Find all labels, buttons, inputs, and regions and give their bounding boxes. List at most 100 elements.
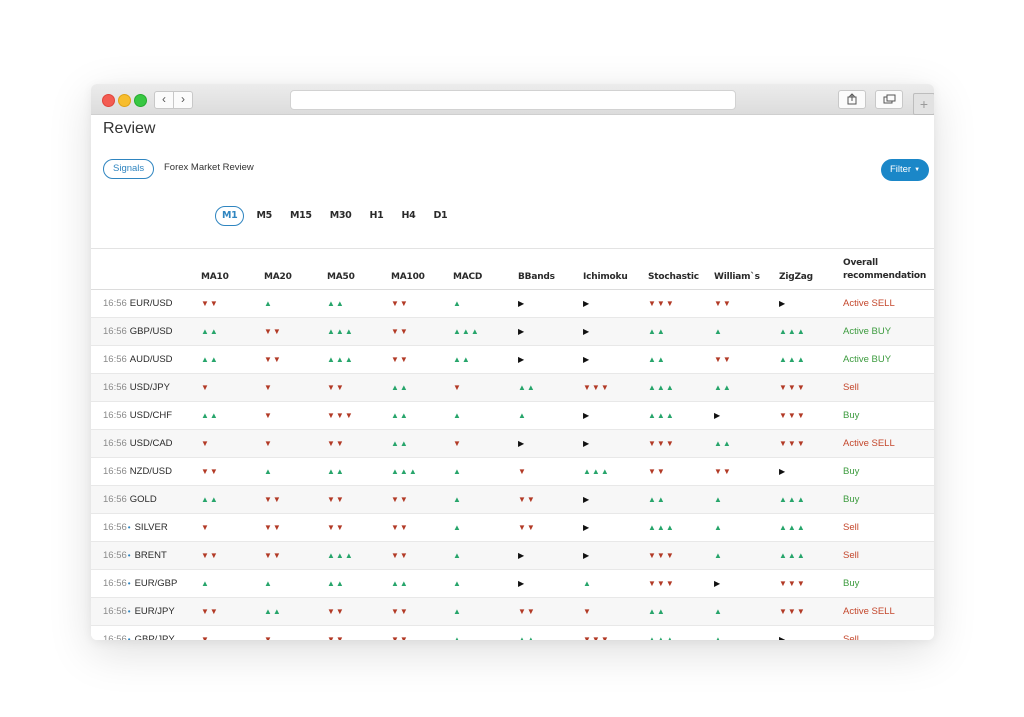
row-time: 16:56 — [103, 606, 127, 617]
instrument-name[interactable]: GBP/JPY — [134, 634, 175, 640]
signal-up-3-icon: ▲▲▲ — [327, 355, 354, 364]
live-dot-icon: • — [127, 579, 131, 588]
signal-neutral-1-icon: ▶ — [518, 551, 526, 560]
column-header-william-s[interactable]: William`s — [714, 272, 760, 282]
signal-neutral-1-icon: ▶ — [583, 355, 591, 364]
column-header-ma20[interactable]: MA20 — [264, 272, 292, 282]
live-dot-icon: • — [127, 607, 131, 616]
signal-neutral-1-icon: ▶ — [518, 355, 526, 364]
row-time: 16:56 — [103, 326, 127, 337]
page-title: Review — [103, 120, 156, 137]
table-row[interactable]: 16:56 GOLD ▲▲ ▼▼ ▼▼ ▼▼ ▲ ▼▼ ▶ ▲▲ ▲ ▲▲▲ Buy — [91, 486, 934, 514]
table-row[interactable]: 16:56 AUD/USD ▲▲ ▼▼ ▲▲▲ ▼▼ ▲▲ ▶ ▶ ▲▲ ▼▼ ▲▲▲ Active B… — [91, 346, 934, 374]
column-header-ma100[interactable]: MA100 — [391, 272, 425, 282]
instrument-cell: 16:56 USD/CAD — [103, 430, 173, 457]
signal-down-2-icon: ▼▼ — [327, 635, 345, 640]
signal-up-1-icon: ▲ — [583, 579, 592, 588]
table-row[interactable]: 16:56• BRENT ▼▼ ▼▼ ▲▲▲ ▼▼ ▲ ▶ ▶ ▼▼▼ ▲ ▲▲▲ Sell — [91, 542, 934, 570]
address-bar[interactable] — [290, 90, 736, 110]
share-icon[interactable] — [838, 90, 866, 109]
caret-down-icon: ▼ — [914, 167, 921, 173]
table-row[interactable]: 16:56 NZD/USD ▼▼ ▲ ▲▲ ▲▲▲ ▲ ▼ ▲▲▲ ▼▼ ▼▼ ▶ Buy — [91, 458, 934, 486]
column-header-macd[interactable]: MACD — [453, 272, 483, 282]
overall-header-line: recommendation — [843, 271, 927, 281]
overall-recommendation: Buy — [843, 494, 860, 505]
row-time: 16:56 — [103, 494, 127, 505]
signal-up-2-icon: ▲▲ — [201, 411, 219, 420]
instrument-name[interactable]: SILVER — [134, 522, 168, 533]
instrument-cell: 16:56 USD/JPY — [103, 374, 170, 401]
back-icon[interactable]: ‹ — [154, 91, 174, 109]
column-header-ma50[interactable]: MA50 — [327, 272, 355, 282]
minimize-window-button[interactable] — [118, 94, 131, 107]
timeframe-selector: M1 M5 M15 M30 H1 H4 D1 — [215, 205, 459, 227]
table-row[interactable]: 16:56• EUR/GBP ▲ ▲ ▲▲ ▲▲ ▲ ▶ ▲ ▼▼▼ ▶ ▼▼▼ Buy — [91, 570, 934, 598]
signal-down-2-icon: ▼▼ — [327, 439, 345, 448]
signal-down-2-icon: ▼▼ — [264, 523, 282, 532]
table-row[interactable]: 16:56• EUR/JPY ▼▼ ▲▲ ▼▼ ▼▼ ▲ ▼▼ ▼ ▲▲ ▲ ▼▼▼ Active SE… — [91, 598, 934, 626]
timeframe-h4[interactable]: H4 — [401, 210, 416, 221]
tabs-icon[interactable] — [875, 90, 903, 109]
signal-neutral-1-icon: ▶ — [518, 327, 526, 336]
signal-down-2-icon: ▼▼ — [201, 607, 219, 616]
column-header-stochastic[interactable]: Stochastic — [648, 272, 699, 282]
instrument-name[interactable]: EUR/JPY — [134, 606, 175, 617]
signal-neutral-1-icon: ▶ — [583, 411, 591, 420]
row-time: 16:56 — [103, 578, 127, 589]
signal-down-2-icon: ▼▼ — [327, 495, 345, 504]
column-header-ma10[interactable]: MA10 — [201, 272, 229, 282]
column-header-zigzag[interactable]: ZigZag — [779, 272, 813, 282]
plus-icon[interactable]: + — [913, 93, 934, 115]
row-time: 16:56 — [103, 298, 127, 309]
signal-up-1-icon: ▲ — [264, 579, 273, 588]
zoom-window-button[interactable] — [134, 94, 147, 107]
signal-up-1-icon: ▲ — [201, 579, 210, 588]
signal-up-2-icon: ▲▲ — [453, 355, 471, 364]
table-row[interactable]: 16:56 EUR/USD ▼▼ ▲ ▲▲ ▼▼ ▲ ▶ ▶ ▼▼▼ ▼▼ ▶ Active SELL — [91, 290, 934, 318]
instrument-name[interactable]: USD/JPY — [129, 382, 170, 393]
timeframe-m1[interactable]: M1 — [215, 206, 245, 226]
signal-neutral-1-icon: ▶ — [583, 439, 591, 448]
instrument-cell: 16:56• SILVER — [103, 514, 168, 541]
timeframe-m30[interactable]: M30 — [329, 210, 352, 221]
signal-down-2-icon: ▼▼ — [391, 355, 409, 364]
signal-down-1-icon: ▼ — [453, 439, 462, 448]
instrument-name[interactable]: GOLD — [129, 494, 157, 505]
column-header-ichimoku[interactable]: Ichimoku — [583, 272, 628, 282]
signals-button[interactable]: Signals — [103, 159, 155, 179]
signal-down-1-icon: ▼ — [264, 411, 273, 420]
signal-up-2-icon: ▲▲ — [391, 439, 409, 448]
signal-up-2-icon: ▲▲ — [391, 411, 409, 420]
close-window-button[interactable] — [102, 94, 115, 107]
timeframe-m15[interactable]: M15 — [289, 210, 312, 221]
instrument-name[interactable]: USD/CAD — [129, 438, 173, 449]
instrument-name[interactable]: EUR/GBP — [134, 578, 178, 589]
signal-up-2-icon: ▲▲ — [648, 607, 666, 616]
instrument-name[interactable]: BRENT — [134, 550, 167, 561]
signal-neutral-1-icon: ▶ — [583, 327, 591, 336]
forward-icon[interactable]: › — [173, 91, 193, 109]
timeframe-d1[interactable]: D1 — [433, 210, 448, 221]
instrument-name[interactable]: GBP/USD — [129, 326, 173, 337]
signal-down-2-icon: ▼▼ — [391, 607, 409, 616]
table-row[interactable]: 16:56 USD/CAD ▼ ▼ ▼▼ ▲▲ ▼ ▶ ▶ ▼▼▼ ▲▲ ▼▼▼ Active SELL — [91, 430, 934, 458]
timeframe-m5[interactable]: M5 — [256, 210, 272, 221]
signal-up-1-icon: ▲ — [453, 523, 462, 532]
table-row[interactable]: 16:56 USD/CHF ▲▲ ▼ ▼▼▼ ▲▲ ▲ ▲ ▶ ▲▲▲ ▶ ▼▼▼ Buy — [91, 402, 934, 430]
signal-up-1-icon: ▲ — [453, 635, 462, 640]
table-row[interactable]: 16:56 USD/JPY ▼ ▼ ▼▼ ▲▲ ▼ ▲▲ ▼▼▼ ▲▲▲ ▲▲ ▼▼▼ Sell — [91, 374, 934, 402]
table-row[interactable]: 16:56 GBP/USD ▲▲ ▼▼ ▲▲▲ ▼▼ ▲▲▲ ▶ ▶ ▲▲ ▲ ▲▲▲ Active B… — [91, 318, 934, 346]
timeframe-h1[interactable]: H1 — [369, 210, 384, 221]
signal-up-3-icon: ▲▲▲ — [779, 355, 806, 364]
instrument-name[interactable]: EUR/USD — [129, 298, 173, 309]
instrument-name[interactable]: NZD/USD — [129, 466, 173, 477]
column-header-overall-recommendation[interactable]: Overall recommendation — [843, 249, 926, 289]
table-row[interactable]: 16:56• SILVER ▼ ▼▼ ▼▼ ▼▼ ▲ ▼▼ ▶ ▲▲▲ ▲ ▲▲▲ Sell — [91, 514, 934, 542]
column-header-bbands[interactable]: BBands — [518, 272, 555, 282]
table-row[interactable]: 16:56• GBP/JPY ▼ ▼ ▼▼ ▼▼ ▲ ▲▲ ▼▼▼ ▲▲▲ ▲ ▶ Sell — [91, 626, 934, 640]
filter-button[interactable]: Filter ▼ — [881, 159, 929, 181]
instrument-name[interactable]: AUD/USD — [129, 354, 173, 365]
instrument-name[interactable]: USD/CHF — [129, 410, 173, 421]
signal-down-1-icon: ▼ — [518, 467, 527, 476]
signal-down-2-icon: ▼▼ — [201, 467, 219, 476]
